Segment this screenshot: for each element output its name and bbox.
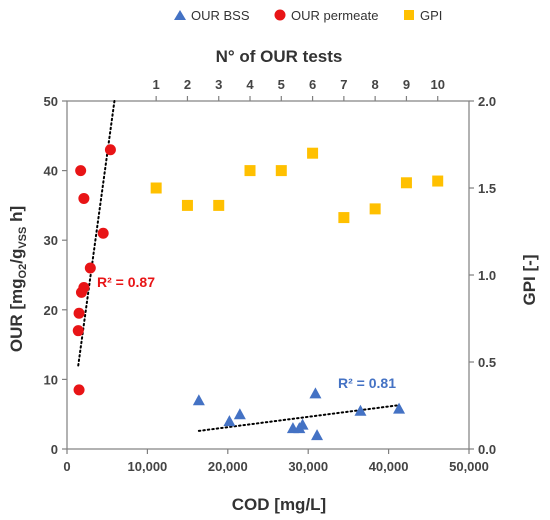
y2-tick-label: 2.0 (478, 94, 496, 109)
point-gpi (150, 182, 162, 194)
point-our-permeate (73, 384, 85, 396)
x-axis-title: COD [mg/L] (232, 495, 326, 514)
x2-tick-label: 6 (309, 77, 316, 92)
point-gpi (213, 199, 225, 211)
point-our-bss (354, 404, 367, 416)
y-tick-label: 30 (44, 233, 58, 248)
data-points (72, 144, 444, 441)
point-our-permeate (104, 144, 116, 156)
legend-label-gpi: GPI (420, 8, 442, 23)
x-tick-label: 40,000 (369, 459, 409, 474)
y2-tick-label: 0.5 (478, 355, 496, 370)
y2-axis-title: GPI [-] (520, 255, 539, 306)
point-our-bss (192, 394, 205, 406)
point-our-permeate (73, 307, 85, 319)
y-tick-label: 0 (51, 442, 58, 457)
x2-tick-label: 7 (340, 77, 347, 92)
point-gpi (369, 203, 381, 215)
y2-tick-label: 0.0 (478, 442, 496, 457)
x2-tick-label: 1 (153, 77, 160, 92)
point-our-bss (223, 415, 236, 427)
x-tick-label: 50,000 (449, 459, 489, 474)
point-gpi (400, 177, 412, 189)
point-gpi (338, 212, 350, 224)
point-our-bss (309, 387, 322, 399)
point-our-permeate (78, 282, 90, 294)
point-our-bss (296, 418, 309, 430)
x2-tick-label: 4 (246, 77, 254, 92)
x2-tick-label: 3 (215, 77, 222, 92)
trendlines: R² = 0.87 R² = 0.81 (77, 100, 401, 432)
legend: OUR BSS OUR permeate GPI (174, 8, 442, 23)
legend-marker-our-bss (174, 10, 186, 20)
y2-tick-label: 1.0 (478, 268, 496, 283)
point-our-permeate (75, 165, 87, 177)
trendline-our-permeate (77, 100, 116, 367)
y-axis-title: OUR [mgO2/gVSS h] (7, 206, 29, 352)
point-gpi (307, 147, 319, 159)
point-our-permeate (78, 192, 90, 204)
x-tick-label: 0 (63, 459, 70, 474)
point-gpi (181, 199, 193, 211)
y-tick-label: 40 (44, 164, 58, 179)
x2-tick-label: 9 (403, 77, 410, 92)
y2-tick-label: 1.5 (478, 181, 496, 196)
x2-tick-label: 5 (278, 77, 285, 92)
axes-ticks: 0 10,000 20,000 30,000 40,000 50,000010203040… (44, 77, 497, 474)
legend-label-our-bss: OUR BSS (191, 8, 250, 23)
legend-marker-our-permeate (274, 9, 286, 21)
r2-label-our-permeate: R² = 0.87 (97, 274, 155, 290)
point-our-bss (233, 408, 246, 420)
x-tick-label: 10,000 (128, 459, 168, 474)
legend-label-our-permeate: OUR permeate (291, 8, 378, 23)
legend-marker-gpi (404, 10, 414, 20)
point-our-permeate (97, 227, 109, 239)
x2-tick-label: 8 (372, 77, 379, 92)
trendline-our-bss (197, 404, 401, 432)
x-tick-label: 20,000 (208, 459, 248, 474)
point-gpi (432, 175, 444, 187)
point-gpi (244, 165, 256, 177)
point-our-permeate (72, 325, 84, 337)
point-our-bss (311, 429, 324, 441)
x2-axis-title: N° of OUR tests (216, 47, 343, 66)
point-our-bss (393, 402, 406, 414)
x2-tick-label: 10 (430, 77, 444, 92)
y-tick-label: 20 (44, 303, 58, 318)
x-tick-label: 30,000 (288, 459, 328, 474)
y-tick-label: 10 (44, 372, 58, 387)
y-tick-label: 50 (44, 94, 58, 109)
x2-tick-label: 2 (184, 77, 191, 92)
point-gpi (275, 165, 287, 177)
point-our-permeate (84, 262, 96, 274)
r2-label-our-bss: R² = 0.81 (338, 375, 396, 391)
